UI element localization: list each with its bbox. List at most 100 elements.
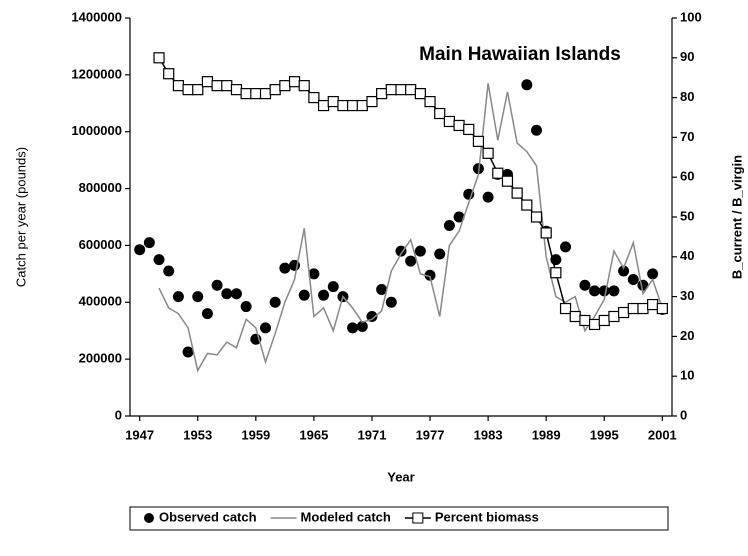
biomass-point [618,306,630,319]
x-tick-label: 1977 [416,427,445,442]
observed-point [385,296,397,308]
x-tick-label: 1983 [474,427,503,442]
y2-tick-label: 10 [680,368,694,383]
x-tick-label: 2001 [648,427,677,442]
legend-label: Observed catch [159,509,257,524]
biomass-point [472,135,485,147]
y-tick-label: 1400000 [71,9,122,24]
biomass-point [453,119,465,132]
observed-point [240,301,252,313]
biomass-point [540,227,552,239]
biomass-point [327,95,339,108]
biomass-point [501,175,514,187]
observed-point [163,265,175,277]
observed-point [211,279,223,291]
observed-point [327,281,339,293]
biomass-point [443,115,455,128]
biomass-point [211,80,223,92]
biomass-point [434,107,446,120]
x-tick-label: 1989 [532,427,561,442]
observed-point [153,254,165,266]
legend-marker [412,512,424,524]
x-tick-label: 1995 [590,427,619,442]
observed-point [598,285,610,297]
biomass-point [588,318,601,331]
y-tick-label: 600000 [79,237,122,252]
biomass-point [637,302,649,315]
biomass-point [356,99,368,112]
biomass-point [259,88,272,100]
y-tick-label: 400000 [79,294,122,309]
observed-point [608,285,620,297]
y2-tick-label: 80 [680,89,694,104]
y-axis-label: Catch per year (pounds) [13,147,28,287]
observed-point [192,291,204,303]
observed-point [221,288,233,300]
biomass-point [647,298,659,311]
biomass-point [366,95,378,108]
biomass-point [192,84,204,96]
observed-point [318,289,330,301]
y-tick-label: 800000 [79,180,122,195]
biomass-point [550,267,562,279]
observed-point [279,262,291,274]
observed-point [182,346,194,358]
biomass-point [608,310,620,323]
biomass-point [376,88,388,100]
observed-point [269,296,281,308]
observed-point [260,322,271,334]
observed-point [376,283,388,295]
y2-tick-label: 70 [680,129,694,144]
biomass-point [559,302,572,315]
observed-point [405,255,417,267]
biomass-point [172,80,184,92]
biomass-point [269,84,281,96]
biomass-point [395,84,407,96]
biomass-point [308,91,320,104]
biomass-point [221,80,233,92]
biomass-point [530,211,543,223]
biomass-point [424,95,436,108]
biomass-point [511,187,523,199]
observed-point [482,191,494,203]
biomass-point [405,84,417,96]
observed-point [230,288,242,300]
y-tick-label: 0 [115,407,122,422]
legend-label: Modeled catch [301,509,391,524]
y2-tick-label: 30 [680,288,694,303]
biomass-point [298,80,310,92]
y2-tick-label: 0 [680,407,687,422]
observed-point [356,320,368,332]
biomass-point [521,199,533,211]
x-tick-label: 1965 [299,427,328,442]
biomass-point [279,80,291,92]
legend-box [129,506,669,531]
y2-tick-label: 40 [680,248,694,263]
biomass-point [230,84,243,96]
biomass-point [627,302,639,315]
y2-axis-label: B_current / B_virgin [729,155,744,279]
biomass-point [598,314,610,327]
observed-point [627,274,639,286]
x-tick-label: 1947 [125,427,154,442]
y2-tick-label: 50 [680,208,694,223]
x-tick-label: 1953 [183,427,212,442]
biomass-point [579,314,591,327]
chart-title: Main Hawaiian Islands [419,44,621,65]
observed-point [618,265,630,277]
biomass-point [385,84,397,96]
legend-label: Percent biomass [435,509,539,524]
observed-point [647,268,659,280]
biomass-point [163,68,175,80]
biomass-point [482,147,494,159]
observed-point [366,311,378,322]
observed-point [201,308,213,320]
legend-marker [144,513,154,523]
biomass-point [240,88,252,100]
biomass-point [414,88,426,100]
biomass-point [317,99,330,112]
observed-point [560,241,572,253]
observed-point [414,245,426,257]
y2-tick-label: 90 [680,49,694,64]
